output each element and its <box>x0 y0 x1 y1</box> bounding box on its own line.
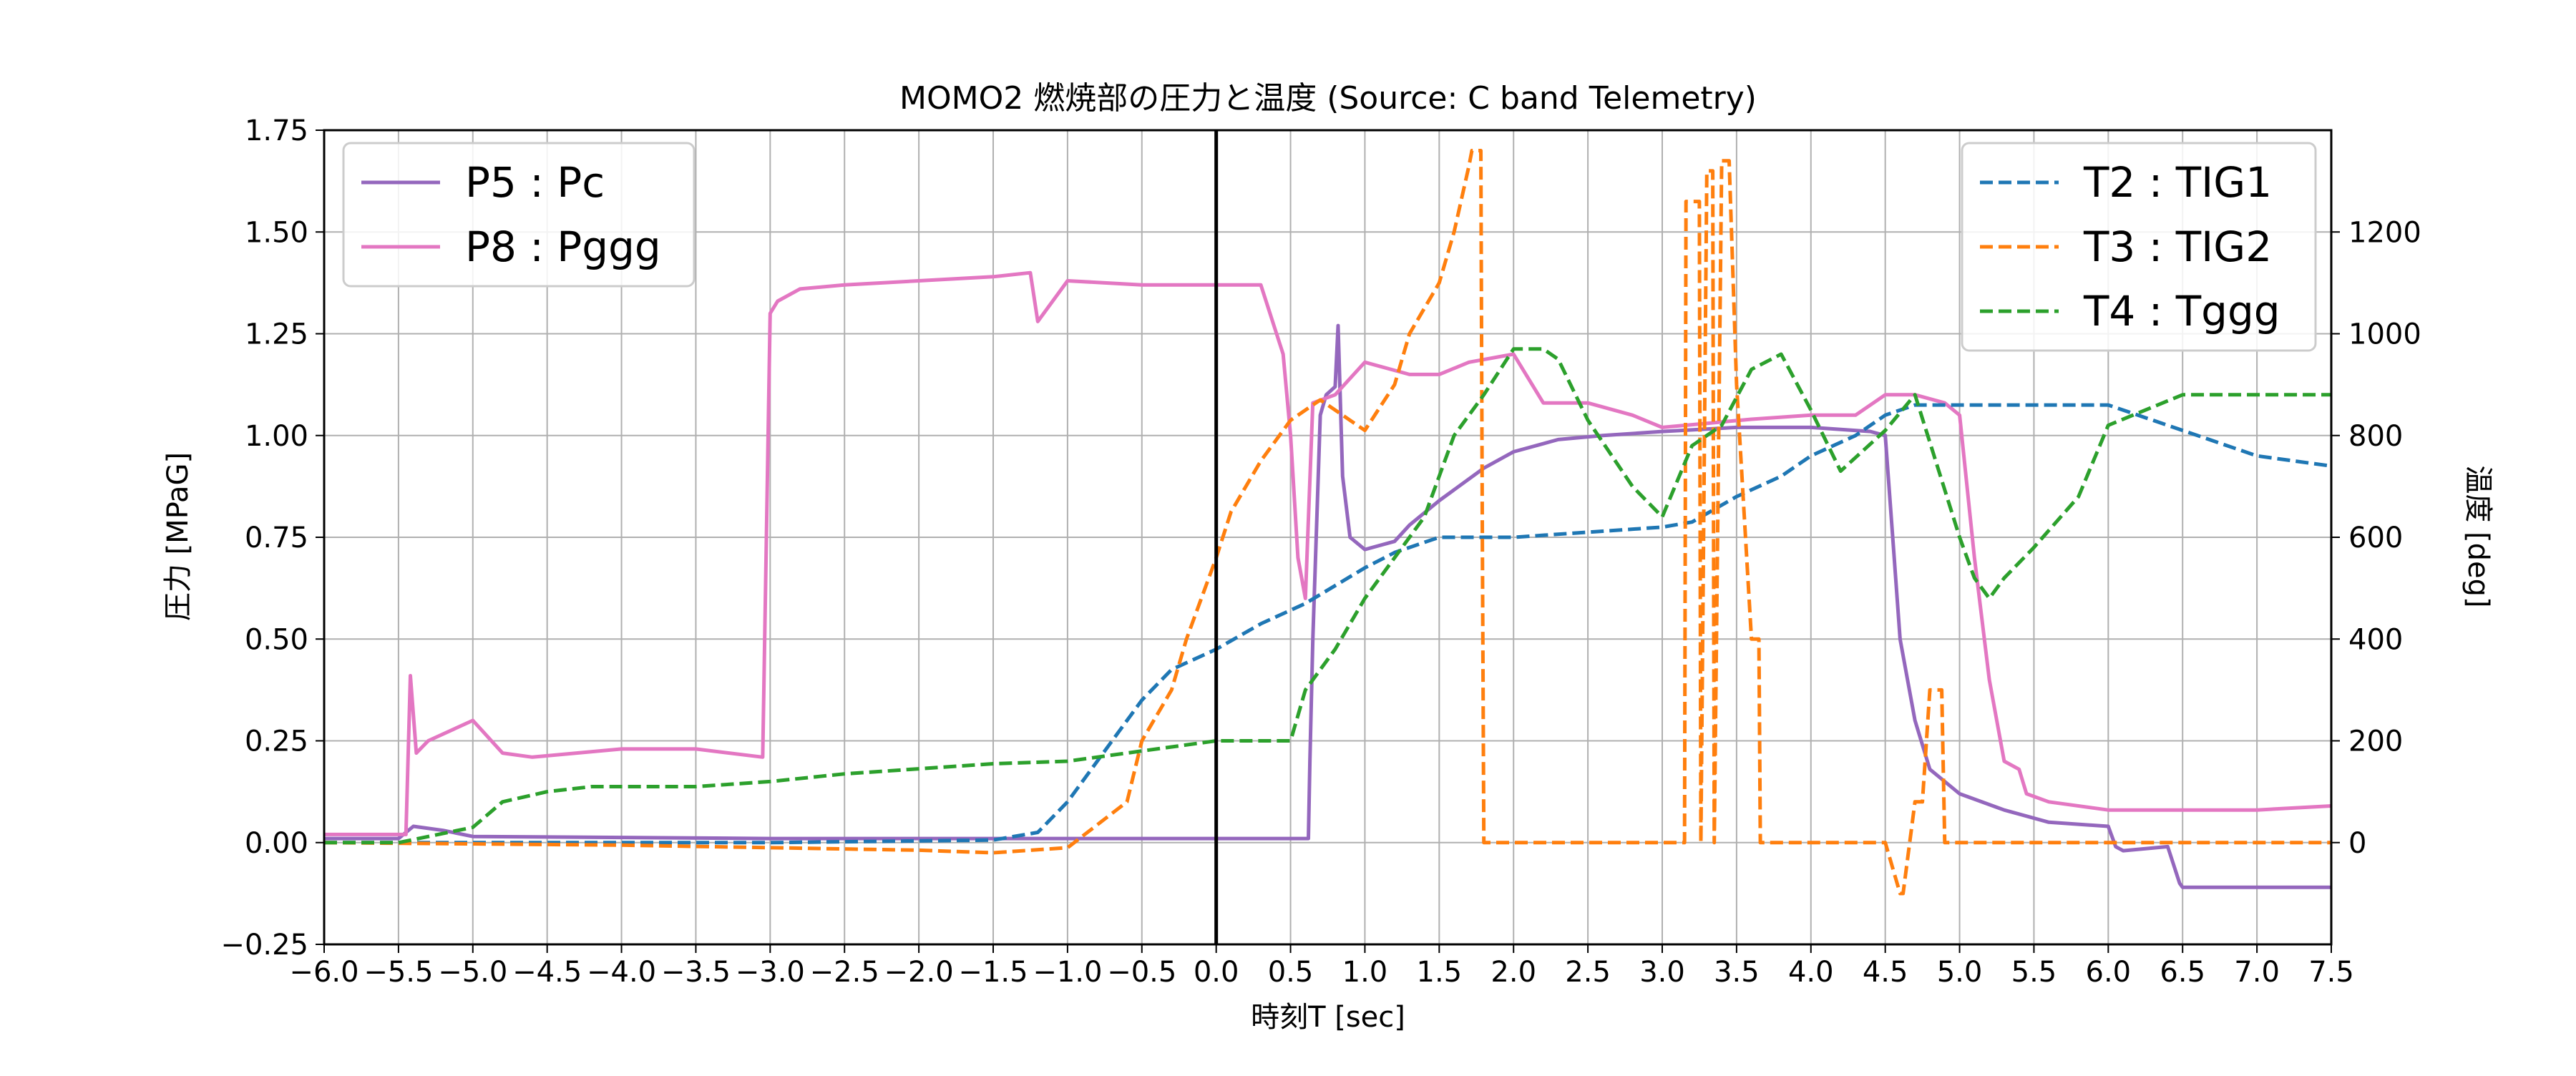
x-tick-label: −0.5 <box>1107 956 1176 989</box>
x-tick-label: 6.0 <box>2086 956 2132 989</box>
x-tick-label: 5.0 <box>1937 956 1983 989</box>
right-y-tick-label: 200 <box>2348 725 2403 758</box>
legend-box <box>1961 142 2317 352</box>
legend-left: P5 : Pc P8 : Pggg <box>342 142 696 288</box>
legend-label: T2 : TIG1 <box>2083 158 2272 207</box>
left-y-tick-label: −0.25 <box>220 929 308 962</box>
series-line-t4 <box>324 347 2331 845</box>
x-tick-label: 3.5 <box>1714 956 1760 989</box>
left-y-tick-label: 0.50 <box>245 623 308 656</box>
x-tick-label: −3.0 <box>736 956 805 989</box>
x-tick-label: 0.0 <box>1194 956 1239 989</box>
right-y-tick-label: 800 <box>2348 420 2403 453</box>
right-y-tick-label: 0 <box>2348 827 2366 860</box>
x-tick-label: 4.5 <box>1863 956 1908 989</box>
series-line-p5 <box>324 323 2331 889</box>
right-y-axis-ticks: 0 200 400 600 800 1000 1200 <box>2331 216 2421 860</box>
right-y-tick-label: 600 <box>2348 522 2403 554</box>
x-tick-label: −6.0 <box>289 956 358 989</box>
right-y-axis-title: 温度 [deg] <box>2462 465 2494 607</box>
x-tick-label: −1.5 <box>958 956 1028 989</box>
legend-label: P8 : Pggg <box>465 222 661 271</box>
x-axis-ticks: −6.0 −5.5 −5.0 −4.5 −4.0 −3.5 −3.0 −2.5 −2.0 −1.5… <box>289 944 2354 989</box>
series-line-p8 <box>324 270 2332 836</box>
right-y-tick-label: 400 <box>2348 623 2403 656</box>
left-y-tick-label: 1.25 <box>245 318 308 351</box>
x-tick-label: 3.0 <box>1639 956 1685 989</box>
left-y-tick-label: 0.75 <box>245 522 308 554</box>
x-tick-label: 7.5 <box>2308 956 2354 989</box>
x-tick-label: −5.0 <box>438 956 507 989</box>
legend-box <box>342 142 696 288</box>
x-tick-label: 2.5 <box>1565 956 1611 989</box>
x-tick-label: −4.0 <box>587 956 656 989</box>
chart-title: MOMO2 燃焼部の圧力と温度 (Source: C band Telemetr… <box>899 80 1757 117</box>
left-y-tick-label: 1.75 <box>245 114 308 147</box>
x-tick-label: −1.0 <box>1033 956 1102 989</box>
x-tick-label: 1.5 <box>1417 956 1463 989</box>
left-y-tick-label: 1.50 <box>245 216 308 249</box>
legend-label: T3 : TIG2 <box>2083 222 2272 271</box>
x-tick-label: −2.0 <box>884 956 954 989</box>
series-line-t2 <box>324 403 2332 845</box>
x-tick-label: −5.5 <box>364 956 433 989</box>
left-y-axis-ticks: −0.25 0.00 0.25 0.50 0.75 1.00 1.25 1.50 1.75 <box>220 114 324 962</box>
legend-right: T2 : TIG1 T3 : TIG2 T4 : Tggg <box>1961 142 2317 352</box>
right-y-tick-label: 1000 <box>2348 318 2421 351</box>
right-y-tick-label: 1200 <box>2348 216 2421 249</box>
x-tick-label: 2.0 <box>1491 956 1536 989</box>
left-y-axis-title: 圧力 [MPaG] <box>162 452 195 621</box>
x-tick-label: 0.5 <box>1268 956 1314 989</box>
x-tick-label: 4.0 <box>1788 956 1834 989</box>
x-tick-label: 5.5 <box>2011 956 2057 989</box>
x-tick-label: 1.0 <box>1342 956 1388 989</box>
legend-label: P5 : Pc <box>465 158 605 207</box>
left-y-tick-label: 1.00 <box>245 420 308 453</box>
x-tick-label: 6.5 <box>2160 956 2205 989</box>
x-tick-label: 7.0 <box>2234 956 2280 989</box>
x-tick-label: −4.5 <box>512 956 582 989</box>
x-axis-title: 時刻T [sec] <box>1251 1001 1405 1034</box>
x-tick-label: −2.5 <box>810 956 879 989</box>
left-y-tick-label: 0.00 <box>245 827 308 860</box>
x-tick-label: −3.5 <box>661 956 731 989</box>
left-y-tick-label: 0.25 <box>245 725 308 758</box>
legend-label: T4 : Tggg <box>2083 287 2280 336</box>
